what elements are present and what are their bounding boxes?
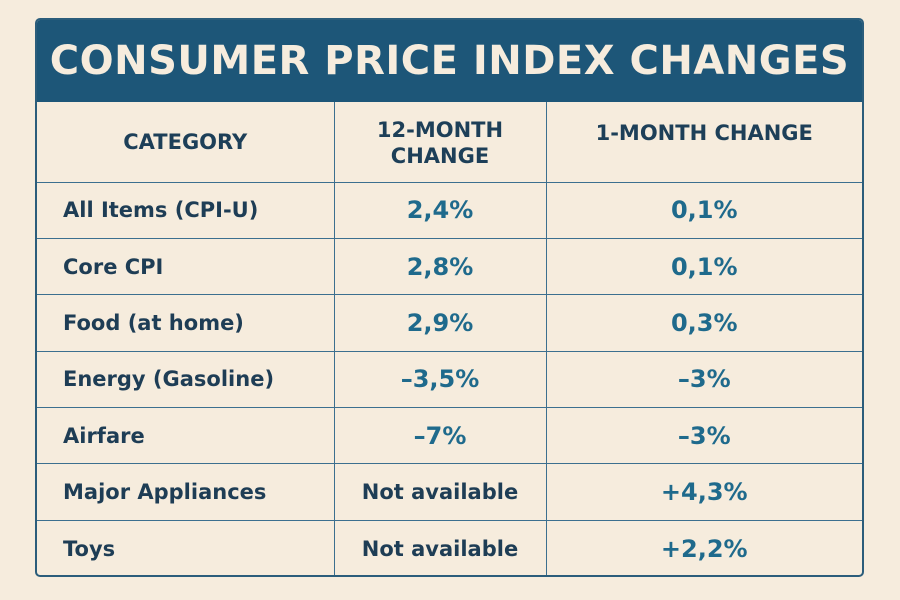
category-cell: Toys	[37, 519, 335, 575]
category-cell: Core CPI	[37, 237, 335, 296]
table-row: Major Appliances Not available +4,3%	[37, 463, 862, 521]
twelve-month-cell: Not available	[333, 519, 547, 575]
one-month-cell: –3%	[545, 350, 862, 409]
twelve-month-cell: 2,8%	[333, 237, 547, 296]
table-row: Food (at home) 2,9% 0,3%	[37, 294, 862, 352]
column-header-1-month-change: 1-MONTH CHANGE	[545, 102, 862, 183]
category-cell: All Items (CPI-U)	[37, 181, 335, 239]
table-row: Energy (Gasoline) –3,5% –3%	[37, 350, 862, 409]
column-header-category: CATEGORY	[37, 102, 335, 183]
category-cell: Major Appliances	[37, 463, 335, 521]
twelve-month-cell: 2,9%	[333, 294, 547, 352]
header-row: CATEGORY 12-MONTH CHANGE 1-MONTH CHANGE	[37, 102, 862, 183]
table-row: Airfare –7% –3%	[37, 407, 862, 465]
table-row: Toys Not available +2,2%	[37, 519, 862, 575]
one-month-cell: 0,3%	[545, 294, 862, 352]
twelve-month-cell: –7%	[333, 407, 547, 465]
cpi-table: CATEGORY 12-MONTH CHANGE 1-MONTH CHANGE …	[37, 102, 862, 575]
twelve-month-cell: 2,4%	[333, 181, 547, 239]
table-row: All Items (CPI-U) 2,4% 0,1%	[37, 181, 862, 239]
one-month-cell: 0,1%	[545, 181, 862, 239]
cpi-table-card: CONSUMER PRICE INDEX CHANGES CATEGORY 12…	[35, 18, 864, 577]
twelve-month-cell: Not available	[333, 463, 547, 521]
one-month-cell: 0,1%	[545, 237, 862, 296]
one-month-cell: –3%	[545, 407, 862, 465]
twelve-month-cell: –3,5%	[333, 350, 547, 409]
category-cell: Energy (Gasoline)	[37, 350, 335, 409]
one-month-cell: +4,3%	[545, 463, 862, 521]
column-header-12-month-change: 12-MONTH CHANGE	[333, 102, 547, 183]
table-row: Core CPI 2,8% 0,1%	[37, 237, 862, 296]
category-cell: Airfare	[37, 407, 335, 465]
one-month-cell: +2,2%	[545, 519, 862, 575]
table-title: CONSUMER PRICE INDEX CHANGES	[37, 20, 862, 102]
category-cell: Food (at home)	[37, 294, 335, 352]
